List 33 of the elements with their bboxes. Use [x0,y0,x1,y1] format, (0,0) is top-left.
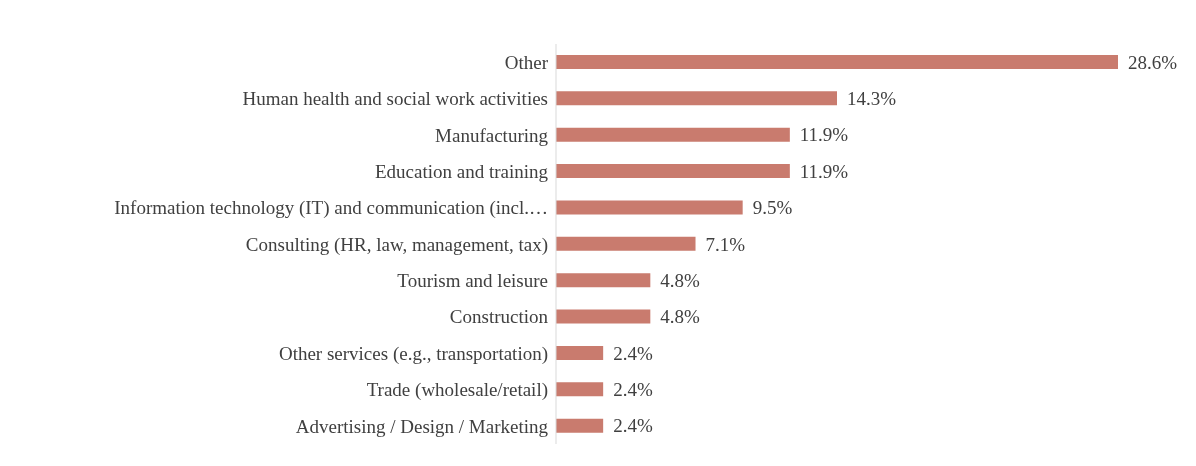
y-tick-label: Construction [449,306,549,328]
bar [556,91,837,106]
y-tick-label: Information technology (IT) and communication (incl.… [114,197,548,220]
data-label: 14.3% [847,88,897,110]
bar [556,273,651,288]
y-tick-label: Human health and social work activities [242,88,548,110]
data-label: 4.8% [660,269,701,291]
data-label: 11.9% [799,124,849,146]
bar [556,236,696,251]
bar [556,127,790,142]
y-tick-label: Trade (wholesale/retail) [366,379,548,402]
y-tick-label: Consulting (HR, law, management, tax) [245,233,548,256]
y-tick-label: Advertising / Design / Marketing [295,415,549,437]
data-label: 2.4% [613,342,653,364]
bar [556,55,1118,69]
y-tick-label: Tourism and leisure [397,270,548,292]
y-tick-label: Other services (e.g., transportation) [278,342,548,365]
data-label: 2.4% [613,379,653,401]
data-label: 9.5% [752,197,793,219]
bar [556,418,604,433]
y-tick-label: Other [504,51,549,73]
y-tick-label: Manufacturing [435,124,549,146]
data-label: 4.8% [660,306,701,328]
bar [556,164,790,179]
data-label: 11.9% [799,160,849,182]
bar [556,200,743,215]
bar [556,382,604,397]
data-label: 28.6% [1128,51,1178,73]
bar [556,345,604,360]
bar [556,309,651,324]
y-tick-label: Education and training [374,161,549,183]
data-label: 7.1% [705,233,746,255]
data-label: 2.4% [613,415,653,437]
